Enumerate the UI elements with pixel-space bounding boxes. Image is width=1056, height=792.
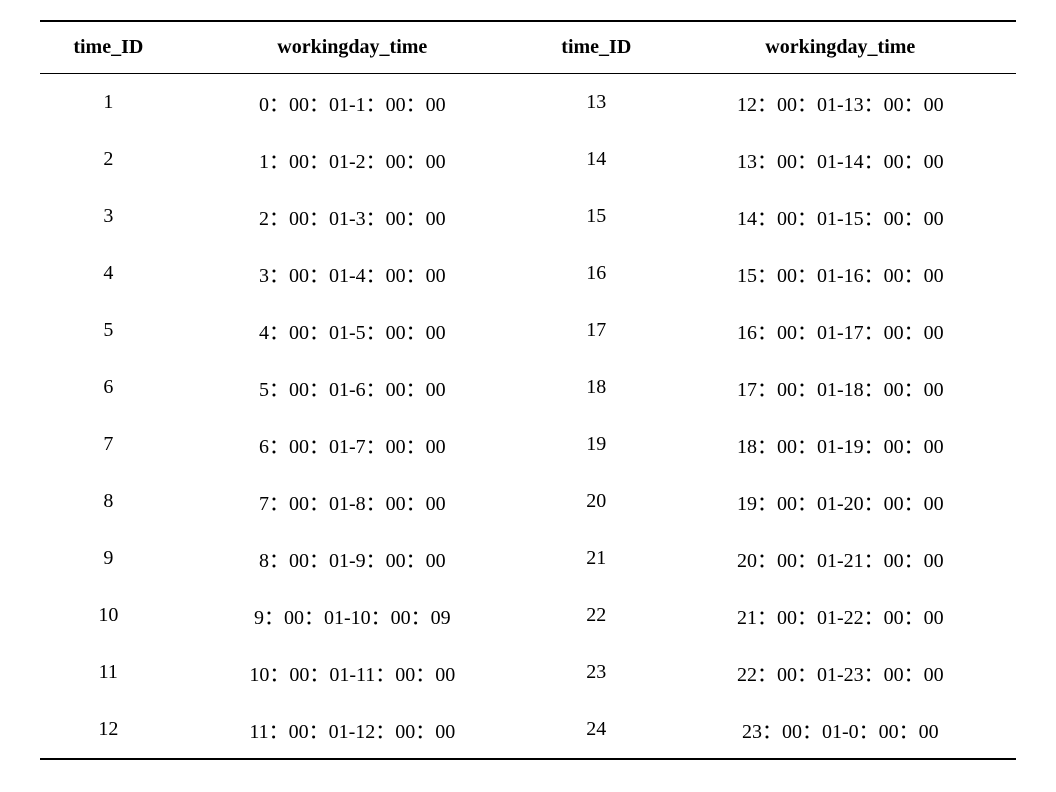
cell-time-id-b: 20 <box>528 473 665 530</box>
cell-time-a: 5：00：01-6：00：00 <box>177 359 528 416</box>
cell-time-id-a: 1 <box>40 74 177 132</box>
cell-time-b: 17：00：01-18：00：00 <box>665 359 1016 416</box>
table-row: 10 9：00：01-10：00：09 22 21：00：01-22：00：00 <box>40 587 1016 644</box>
cell-time-id-a: 6 <box>40 359 177 416</box>
cell-time-id-b: 17 <box>528 302 665 359</box>
cell-time-id-b: 21 <box>528 530 665 587</box>
cell-time-id-a: 11 <box>40 644 177 701</box>
cell-time-id-a: 4 <box>40 245 177 302</box>
cell-time-a: 1：00：01-2：00：00 <box>177 131 528 188</box>
cell-time-b: 14：00：01-15：00：00 <box>665 188 1016 245</box>
cell-time-id-b: 19 <box>528 416 665 473</box>
cell-time-b: 12：00：01-13：00：00 <box>665 74 1016 132</box>
cell-time-b: 22：00：01-23：00：00 <box>665 644 1016 701</box>
table-row: 5 4：00：01-5：00：00 17 16：00：01-17：00：00 <box>40 302 1016 359</box>
cell-time-id-b: 23 <box>528 644 665 701</box>
table-row: 2 1：00：01-2：00：00 14 13：00：01-14：00：00 <box>40 131 1016 188</box>
cell-time-a: 10：00：01-11：00：00 <box>177 644 528 701</box>
cell-time-b: 16：00：01-17：00：00 <box>665 302 1016 359</box>
cell-time-id-a: 7 <box>40 416 177 473</box>
cell-time-id-a: 5 <box>40 302 177 359</box>
cell-time-b: 21：00：01-22：00：00 <box>665 587 1016 644</box>
cell-time-id-b: 14 <box>528 131 665 188</box>
table-row: 1 0：00：01-1：00：00 13 12：00：01-13：00：00 <box>40 74 1016 132</box>
cell-time-b: 18：00：01-19：00：00 <box>665 416 1016 473</box>
cell-time-id-b: 18 <box>528 359 665 416</box>
cell-time-id-a: 9 <box>40 530 177 587</box>
cell-time-id-b: 15 <box>528 188 665 245</box>
cell-time-b: 15：00：01-16：00：00 <box>665 245 1016 302</box>
cell-time-a: 6：00：01-7：00：00 <box>177 416 528 473</box>
time-table: time_ID workingday_time time_ID workingd… <box>40 20 1016 760</box>
cell-time-id-b: 16 <box>528 245 665 302</box>
cell-time-a: 4：00：01-5：00：00 <box>177 302 528 359</box>
table-row: 11 10：00：01-11：00：00 23 22：00：01-23：00：0… <box>40 644 1016 701</box>
cell-time-b: 13：00：01-14：00：00 <box>665 131 1016 188</box>
cell-time-id-a: 8 <box>40 473 177 530</box>
col-header-time-id-a: time_ID <box>40 21 177 74</box>
cell-time-id-a: 10 <box>40 587 177 644</box>
cell-time-id-a: 12 <box>40 701 177 759</box>
table-header-row: time_ID workingday_time time_ID workingd… <box>40 21 1016 74</box>
table-row: 6 5：00：01-6：00：00 18 17：00：01-18：00：00 <box>40 359 1016 416</box>
table-row: 4 3：00：01-4：00：00 16 15：00：01-16：00：00 <box>40 245 1016 302</box>
table-row: 7 6：00：01-7：00：00 19 18：00：01-19：00：00 <box>40 416 1016 473</box>
cell-time-a: 9：00：01-10：00：09 <box>177 587 528 644</box>
cell-time-id-a: 2 <box>40 131 177 188</box>
cell-time-a: 2：00：01-3：00：00 <box>177 188 528 245</box>
cell-time-b: 23：00：01-0：00：00 <box>665 701 1016 759</box>
cell-time-a: 8：00：01-9：00：00 <box>177 530 528 587</box>
cell-time-id-b: 13 <box>528 74 665 132</box>
cell-time-b: 19：00：01-20：00：00 <box>665 473 1016 530</box>
col-header-time-id-b: time_ID <box>528 21 665 74</box>
cell-time-a: 3：00：01-4：00：00 <box>177 245 528 302</box>
cell-time-id-a: 3 <box>40 188 177 245</box>
cell-time-id-b: 22 <box>528 587 665 644</box>
cell-time-a: 0：00：01-1：00：00 <box>177 74 528 132</box>
col-header-time-a: workingday_time <box>177 21 528 74</box>
table-row: 8 7：00：01-8：00：00 20 19：00：01-20：00：00 <box>40 473 1016 530</box>
cell-time-a: 7：00：01-8：00：00 <box>177 473 528 530</box>
table-row: 12 11：00：01-12：00：00 24 23：00：01-0：00：00 <box>40 701 1016 759</box>
cell-time-a: 11：00：01-12：00：00 <box>177 701 528 759</box>
table-row: 9 8：00：01-9：00：00 21 20：00：01-21：00：00 <box>40 530 1016 587</box>
table-row: 3 2：00：01-3：00：00 15 14：00：01-15：00：00 <box>40 188 1016 245</box>
col-header-time-b: workingday_time <box>665 21 1016 74</box>
cell-time-id-b: 24 <box>528 701 665 759</box>
cell-time-b: 20：00：01-21：00：00 <box>665 530 1016 587</box>
